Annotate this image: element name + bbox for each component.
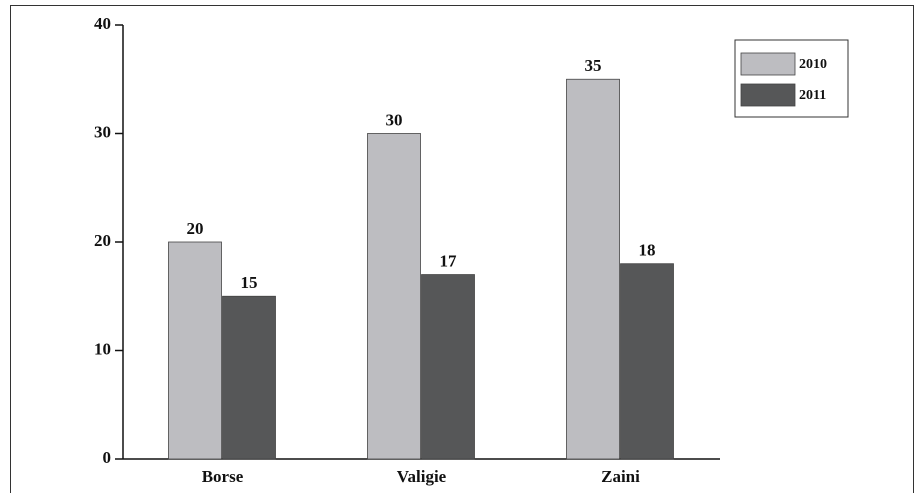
frame [10, 5, 914, 493]
y-tick-label: 30 [94, 122, 111, 141]
y-tick-label: 0 [103, 448, 112, 467]
value-label: 18 [639, 241, 656, 260]
y-tick-label: 10 [94, 339, 111, 358]
value-label: 17 [440, 251, 458, 270]
bar [421, 274, 475, 460]
x-tick-label: Valigie [397, 467, 447, 486]
value-label: 35 [585, 56, 602, 75]
x-tick-label: Borse [202, 467, 244, 486]
y-tick-label: 40 [94, 14, 111, 33]
value-label: 15 [241, 273, 258, 292]
x-tick-label: Zaini [601, 467, 640, 486]
bar [222, 295, 276, 460]
legend-swatch [740, 83, 796, 107]
legend-label: 2010 [799, 57, 827, 72]
legend-label: 2011 [799, 88, 826, 103]
y-tick-label: 20 [94, 231, 111, 250]
bar [566, 78, 620, 460]
bar [168, 241, 222, 460]
bar [620, 263, 674, 460]
value-label: 30 [386, 110, 403, 129]
bar [367, 133, 421, 460]
legend-swatch [740, 52, 796, 76]
value-label: 20 [187, 219, 204, 238]
